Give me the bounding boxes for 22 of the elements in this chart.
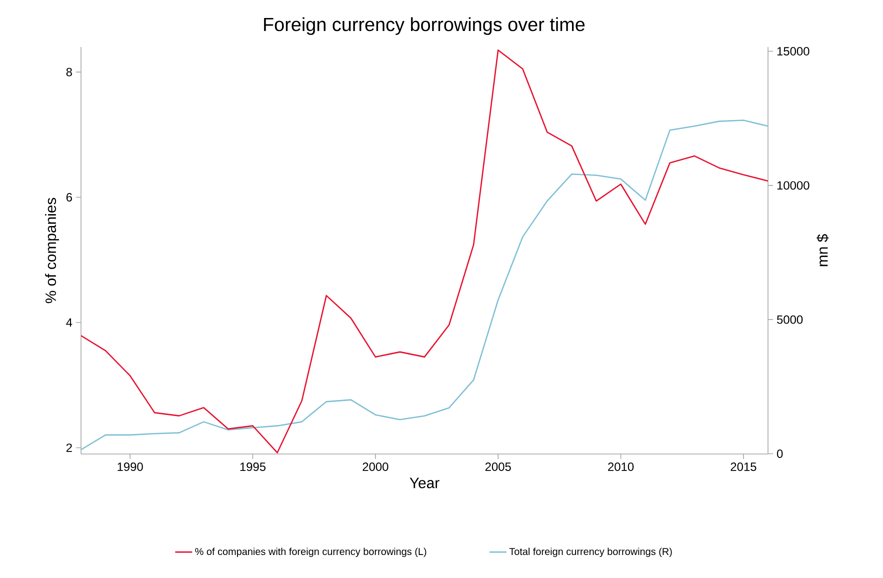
line-series	[81, 49, 768, 454]
line-series	[81, 120, 768, 450]
y-axis-title: % of companies	[45, 198, 60, 304]
x-axis-title: Year	[410, 478, 440, 488]
y-tick-label: 2	[66, 444, 72, 452]
y-tick-label: 6	[66, 193, 72, 202]
y-tick-label: 8	[66, 68, 72, 76]
x-tick-label: 2005	[485, 462, 511, 471]
y2-tick-label: 15000	[777, 47, 810, 56]
y2-axis-title: mn $	[816, 234, 829, 266]
x-tick-label: 2000	[362, 462, 388, 471]
y2-tick-label: 10000	[777, 181, 810, 190]
x-tick-label: 2010	[608, 462, 634, 471]
x-tick-label: 1995	[240, 462, 266, 471]
y2-tick-label: 5000	[776, 315, 803, 324]
x-tick-label: 1990	[118, 462, 143, 471]
x-tick-label: 2015	[730, 462, 756, 471]
y2-tick-label: 0	[776, 450, 783, 458]
legend-label: % of companies with foreign currency borrowings (L)	[195, 548, 426, 558]
y-tick-label: 4	[66, 318, 72, 327]
legend-label: Total foreign currency borrowings (R)	[509, 548, 672, 558]
chart-title: Foreign currency borrowings over time	[264, 17, 585, 35]
